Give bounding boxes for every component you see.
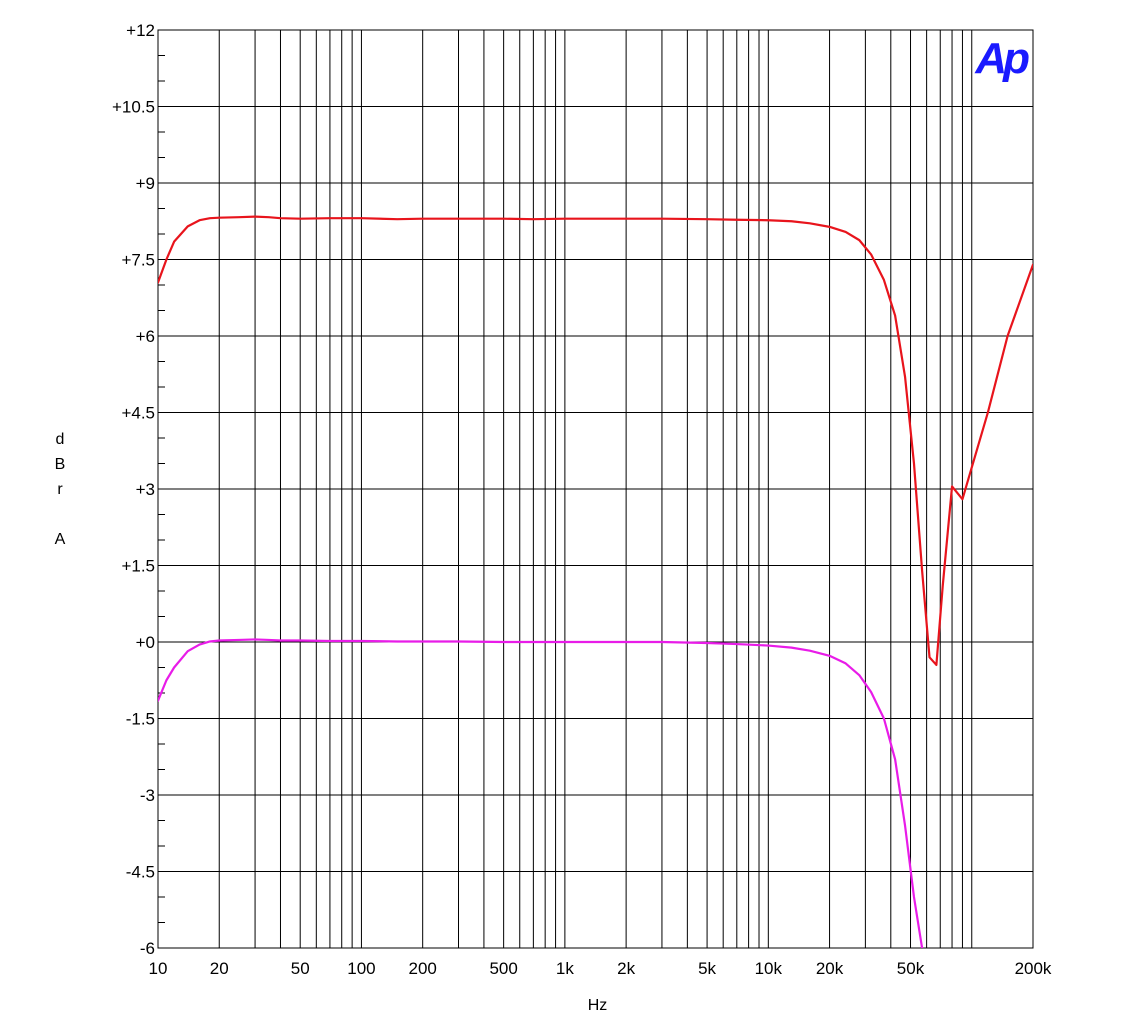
y-tick-label: +10.5 xyxy=(112,98,155,117)
y-axis-title-char: d xyxy=(56,431,65,448)
x-tick-label: 200k xyxy=(1015,959,1052,978)
y-tick-label: +3 xyxy=(136,480,155,499)
y-tick-label: +6 xyxy=(136,327,155,346)
x-tick-labels: 10 20 50 100 200 500 1k 2k 5k 10k 20k 50k 200k xyxy=(149,959,1052,978)
y-tick-labels: +12 +10.5 +9 +7.5 +6 +4.5 +3 +1.5 +0 -1.5 -3 -4.5 -6 xyxy=(112,21,155,958)
y-tick-label: +1.5 xyxy=(121,557,155,576)
x-tick-label: 50k xyxy=(897,959,925,978)
x-tick-label: 5k xyxy=(698,959,716,978)
y-tick-label: +0 xyxy=(136,633,155,652)
x-tick-label: 1k xyxy=(556,959,574,978)
y-tick-label: +9 xyxy=(136,174,155,193)
x-tick-label: 2k xyxy=(617,959,635,978)
y-tick-label: -3 xyxy=(140,786,155,805)
series-group xyxy=(158,215,1033,948)
x-axis-title: Hz xyxy=(588,997,608,1014)
ap-logo: Ap xyxy=(974,34,1029,83)
y-minor-ticks xyxy=(158,29,165,949)
y-tick-label: -4.5 xyxy=(126,863,155,882)
series-line-2 xyxy=(158,638,924,948)
y-tick-label: +12 xyxy=(126,21,155,40)
y-tick-label: -6 xyxy=(140,939,155,958)
x-tick-label: 10 xyxy=(149,959,168,978)
y-tick-label: -1.5 xyxy=(126,710,155,729)
y-axis-title-char: B xyxy=(55,456,66,473)
x-tick-label: 10k xyxy=(755,959,783,978)
x-tick-label: 200 xyxy=(408,959,436,978)
series-line-1 xyxy=(158,215,1033,667)
y-axis-title-char: A xyxy=(55,531,66,548)
x-tick-label: 20k xyxy=(816,959,844,978)
y-axis-title: dBr A xyxy=(55,431,66,548)
x-tick-label: 500 xyxy=(489,959,517,978)
y-tick-label: +7.5 xyxy=(121,251,155,270)
x-tick-label: 50 xyxy=(291,959,310,978)
y-axis-title-char: r xyxy=(57,481,63,498)
x-tick-label: 100 xyxy=(347,959,375,978)
y-tick-label: +4.5 xyxy=(121,404,155,423)
x-tick-label: 20 xyxy=(210,959,229,978)
